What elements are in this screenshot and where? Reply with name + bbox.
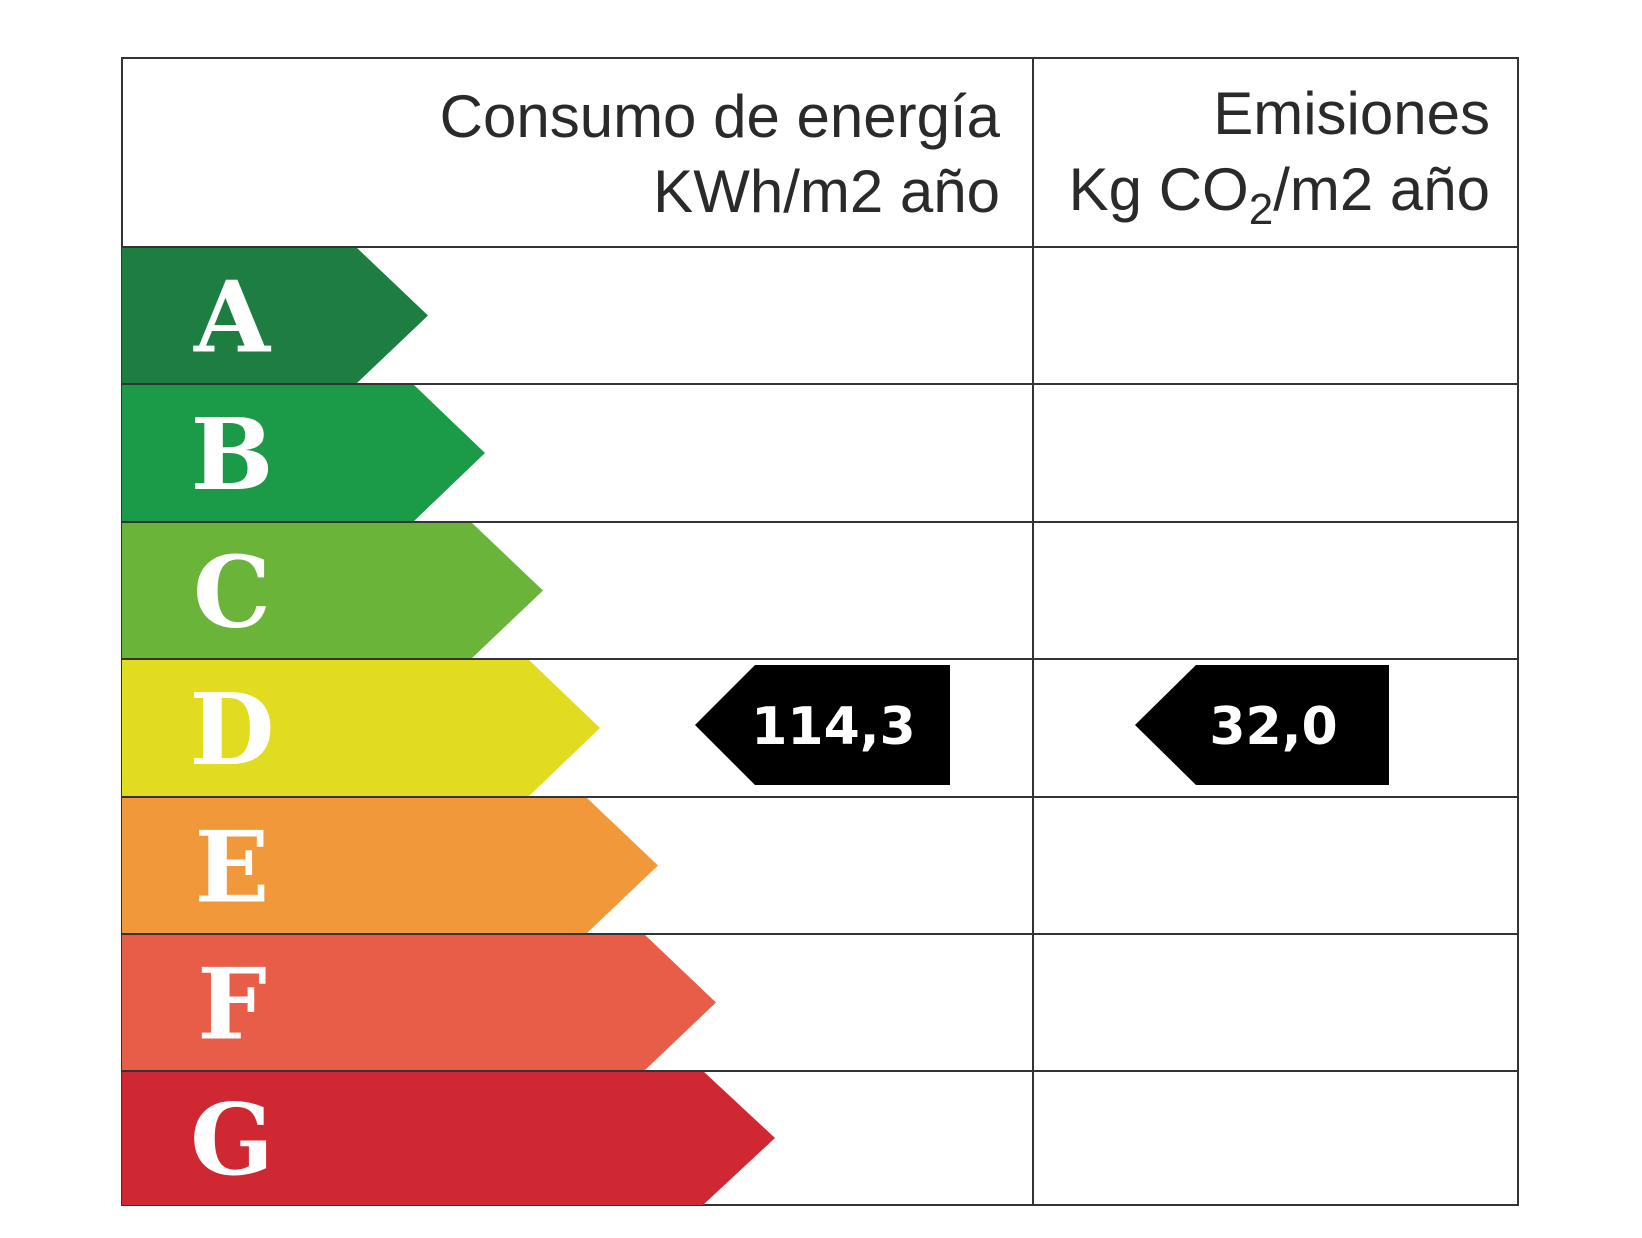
class-letter-a: A (193, 261, 272, 376)
energy-unit: KWh/m2 año (653, 158, 1000, 225)
class-arrow-g (122, 1071, 775, 1205)
class-arrow-d (122, 659, 600, 797)
class-letter-c: C (193, 536, 271, 651)
class-letter-d: D (190, 673, 275, 788)
class-letter-g: G (190, 1083, 274, 1198)
emissions-title: Emisiones (1213, 80, 1490, 147)
class-arrow-c (122, 522, 543, 659)
emissions-value-marker-text: 32,0 (1209, 697, 1337, 757)
class-arrow-a (122, 247, 428, 384)
energy-value-marker-text: 114,3 (751, 697, 915, 757)
energy-title: Consumo de energía (440, 83, 1001, 150)
class-arrow-b (122, 384, 485, 522)
class-arrow-e (122, 797, 658, 934)
energy-value-marker (695, 665, 950, 785)
class-arrow-f (122, 934, 716, 1071)
class-letter-e: E (195, 811, 270, 926)
emissions-unit: Kg CO2/m2 año (1069, 156, 1490, 234)
class-letter-b: B (191, 398, 274, 513)
class-letter-f: F (197, 948, 267, 1063)
emissions-value-marker (1135, 665, 1389, 785)
